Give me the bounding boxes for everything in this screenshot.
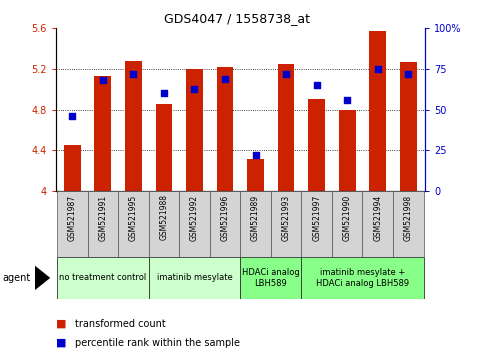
Bar (57, 257, 149, 299)
Text: no treatment control: no treatment control (59, 273, 146, 282)
Bar (247, 159, 264, 191)
Bar (179, 191, 210, 257)
Text: GDS4047 / 1558738_at: GDS4047 / 1558738_at (164, 12, 310, 25)
Text: GSM521996: GSM521996 (221, 194, 229, 241)
Bar (308, 98, 325, 191)
Point (343, 97, 351, 103)
Text: GSM521990: GSM521990 (342, 194, 352, 241)
Text: GSM521998: GSM521998 (404, 194, 413, 241)
Point (191, 86, 199, 91)
Bar (332, 191, 362, 257)
Polygon shape (35, 266, 50, 290)
Bar (125, 61, 142, 191)
Point (252, 153, 259, 158)
Bar (149, 257, 241, 299)
Bar (64, 145, 81, 191)
Bar (87, 191, 118, 257)
Bar (217, 67, 233, 191)
Bar (362, 191, 393, 257)
Text: GSM521994: GSM521994 (373, 194, 382, 241)
Bar (301, 257, 424, 299)
Text: ■: ■ (56, 338, 66, 348)
Text: agent: agent (2, 273, 30, 283)
Text: GSM521987: GSM521987 (68, 194, 77, 241)
Point (221, 76, 229, 82)
Text: GSM521991: GSM521991 (99, 194, 107, 241)
Text: ■: ■ (56, 319, 66, 329)
Bar (210, 191, 241, 257)
Point (313, 82, 321, 88)
Text: imatinib mesylate +
HDACi analog LBH589: imatinib mesylate + HDACi analog LBH589 (316, 268, 409, 287)
Bar (369, 32, 386, 191)
Text: GSM521988: GSM521988 (159, 194, 169, 240)
Text: imatinib mesylate: imatinib mesylate (156, 273, 232, 282)
Point (99, 78, 107, 83)
Text: HDACi analog
LBH589: HDACi analog LBH589 (242, 268, 300, 287)
Bar (301, 191, 332, 257)
Bar (241, 257, 301, 299)
Bar (241, 191, 271, 257)
Bar (186, 69, 203, 191)
Bar (271, 191, 301, 257)
Point (129, 71, 137, 77)
Bar (57, 191, 87, 257)
Text: GSM521995: GSM521995 (129, 194, 138, 241)
Text: GSM521992: GSM521992 (190, 194, 199, 241)
Point (160, 91, 168, 96)
Text: transformed count: transformed count (75, 319, 166, 329)
Bar (278, 64, 295, 191)
Point (404, 71, 412, 77)
Text: GSM521997: GSM521997 (312, 194, 321, 241)
Text: percentile rank within the sample: percentile rank within the sample (75, 338, 240, 348)
Bar (118, 191, 149, 257)
Bar (339, 110, 355, 191)
Bar (400, 62, 417, 191)
Point (69, 113, 76, 119)
Bar (393, 191, 424, 257)
Point (374, 66, 382, 72)
Text: GSM521993: GSM521993 (282, 194, 291, 241)
Bar (149, 191, 179, 257)
Bar (156, 104, 172, 191)
Bar (95, 76, 111, 191)
Text: GSM521989: GSM521989 (251, 194, 260, 241)
Point (282, 71, 290, 77)
